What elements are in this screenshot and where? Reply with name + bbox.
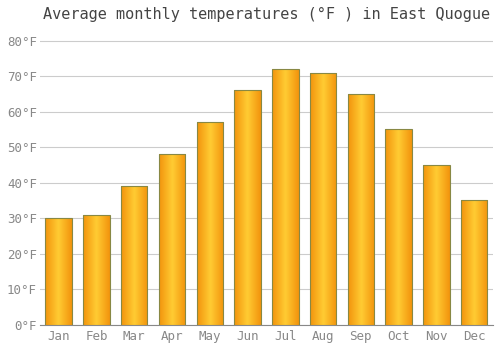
Bar	[83, 215, 110, 324]
Title: Average monthly temperatures (°F ) in East Quogue: Average monthly temperatures (°F ) in Ea…	[43, 7, 490, 22]
Bar	[461, 200, 487, 324]
Bar	[234, 90, 260, 324]
Bar	[310, 73, 336, 324]
Bar	[158, 154, 185, 324]
Bar	[348, 94, 374, 324]
Bar	[272, 69, 298, 324]
Bar	[386, 130, 412, 324]
Bar	[46, 218, 72, 324]
Bar	[121, 186, 148, 324]
Bar	[423, 165, 450, 324]
Bar	[196, 122, 223, 324]
